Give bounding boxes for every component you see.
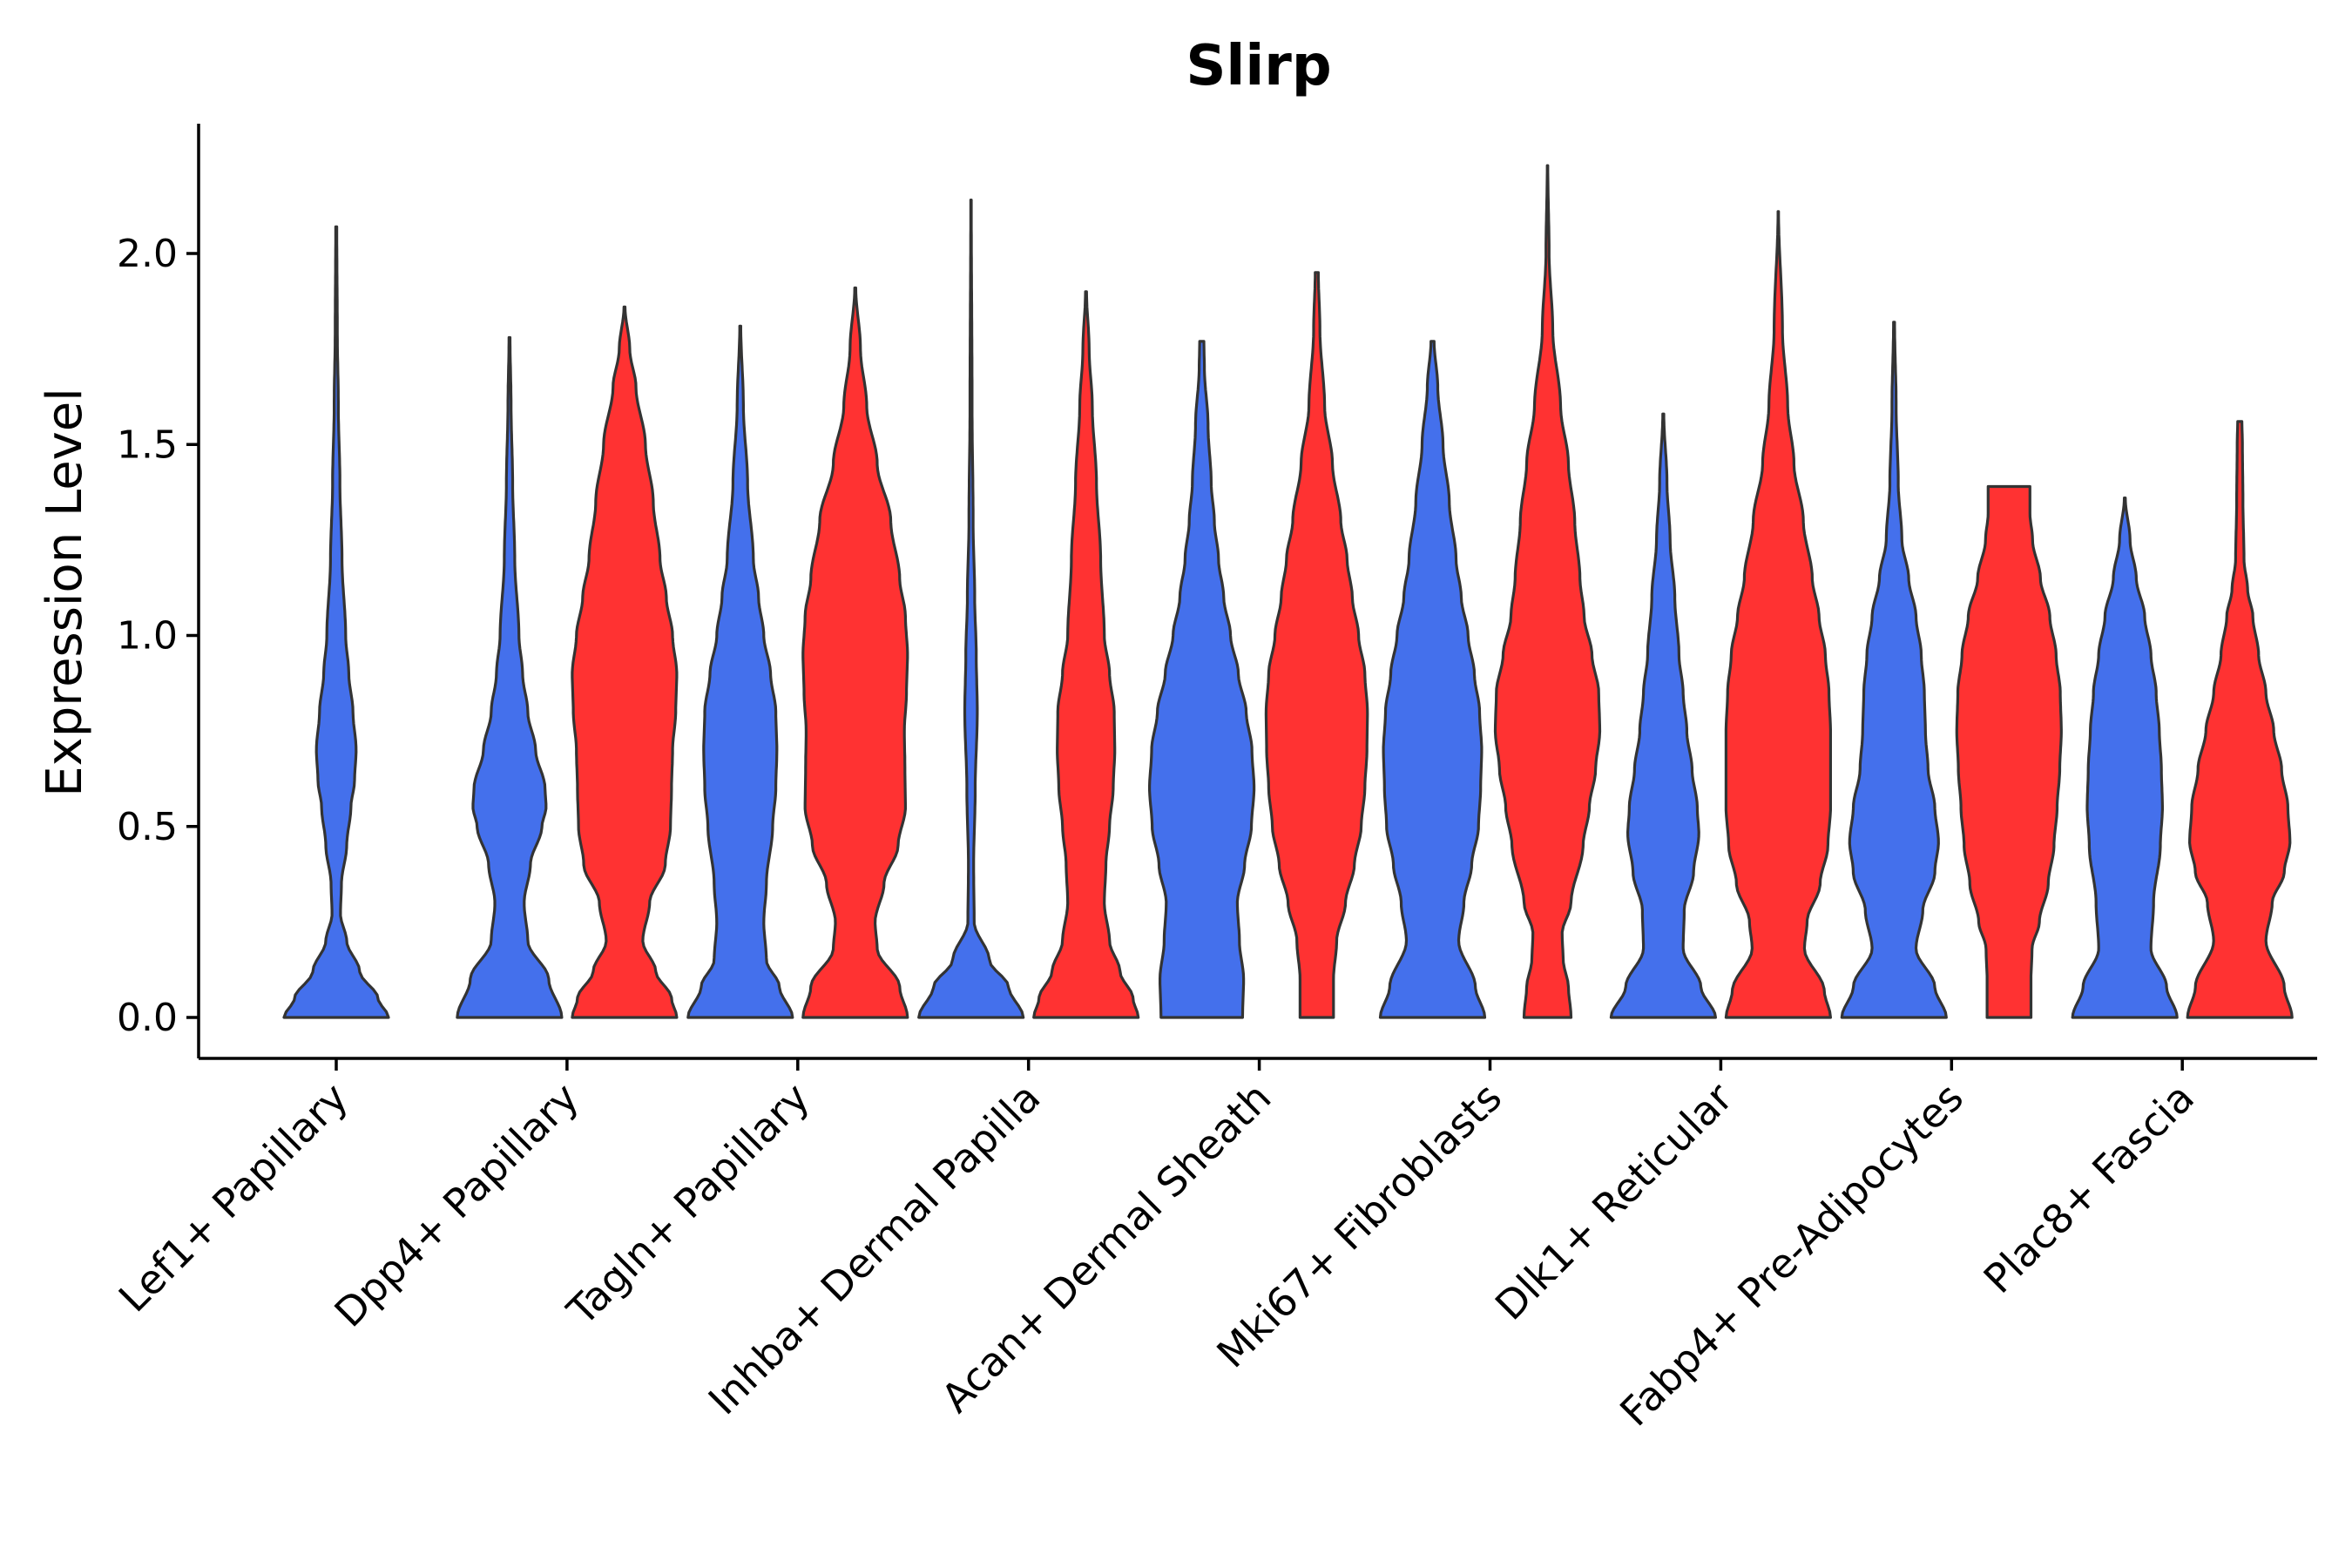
violin-group2-dpp4-papillary (571, 305, 679, 1019)
violin-group1-dlk1-reticular (1609, 412, 1717, 1019)
violin-group2-tagln-papillary (801, 286, 909, 1019)
violin-group2-dlk1-reticular (1724, 210, 1832, 1019)
violin-group1-fabp4-pre-adipocytes (1840, 321, 1948, 1019)
violin-group2-mki67-fibroblasts (1493, 164, 1602, 1019)
y-tick-label: 0.0 (117, 996, 178, 1040)
violin-group2-plac8-fascia (2186, 420, 2294, 1019)
y-tick-label: 2.0 (117, 232, 178, 276)
violin-group1-plac8-fascia (2071, 497, 2179, 1019)
violin-group2-fabp4-pre-adipocytes (1955, 484, 2063, 1019)
y-axis-label: Expression Level (37, 388, 93, 797)
violin-group1-tagln-papillary (686, 324, 794, 1019)
y-axis: 0.0 0.5 1.0 1.5 2.0 (117, 124, 200, 1058)
y-tick-label: 1.0 (117, 614, 178, 659)
violin-group2-acan-dermal-sheath (1264, 271, 1369, 1019)
violin-group1-lef1-papillary (282, 225, 390, 1019)
y-tick-label: 1.5 (117, 422, 178, 467)
violin-group2-inhba-dermal-papilla (1032, 290, 1140, 1019)
violin-group1-inhba-dermal-papilla (917, 199, 1025, 1019)
violin-group1-acan-dermal-sheath (1148, 340, 1256, 1019)
y-tick-label: 0.5 (117, 805, 178, 849)
violin-group1-dpp4-papillary (456, 335, 564, 1019)
violin-group1-mki67-fibroblasts (1378, 340, 1487, 1019)
chart-title: Slirp (1186, 34, 1331, 98)
violin-group (282, 164, 2294, 1019)
